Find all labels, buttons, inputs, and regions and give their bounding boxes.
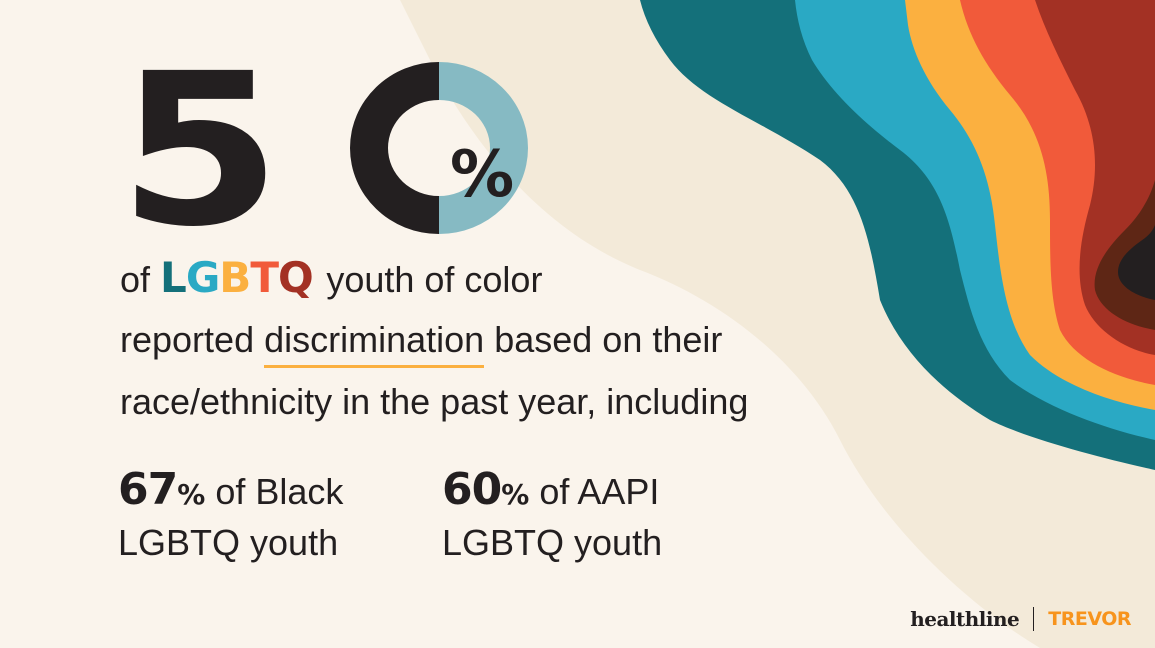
sub-stat-percent: % xyxy=(501,478,530,511)
sub-stat-text: of AAPI xyxy=(539,471,660,512)
trevor-logo: TREVOR xyxy=(1048,608,1131,630)
lgbtq-colored-word: LGBTQ xyxy=(160,253,326,302)
statement-prefix: of xyxy=(120,259,151,300)
lgbtq-letter: B xyxy=(219,253,251,302)
sub-stat-number: 60 xyxy=(442,464,502,515)
sub-stat-line2: LGBTQ youth xyxy=(442,522,663,563)
healthline-logo: healthline xyxy=(910,607,1020,631)
headline-digit: 5 xyxy=(118,28,282,273)
headline-percent-sign: % xyxy=(450,138,515,212)
sub-stat-percent: % xyxy=(177,478,206,511)
logo-divider xyxy=(1033,607,1035,631)
lgbtq-letter: Q xyxy=(277,253,314,302)
discrimination-emphasis: discrimination xyxy=(264,319,485,368)
sub-stat-aapi-youth: 60% of AAPI LGBTQ youth xyxy=(442,468,662,565)
statement-line2-prefix: reported xyxy=(120,319,255,360)
black-band xyxy=(1118,225,1155,300)
partner-logos: healthline TREVOR xyxy=(910,604,1131,634)
statement-line-1: of LGBTQ youth of color xyxy=(120,256,542,302)
statement-line-3: race/ethnicity in the past year, includi… xyxy=(120,381,749,422)
lgbtq-letter: T xyxy=(250,253,279,302)
sub-stat-text: of Black xyxy=(215,471,344,512)
donut-light-half xyxy=(439,62,528,234)
statement-suffix: youth of color xyxy=(326,259,543,300)
sub-stat-number: 67 xyxy=(118,464,178,515)
donut-zero-graphic xyxy=(350,62,528,234)
donut-dark-half xyxy=(350,62,439,234)
sub-stat-black-youth: 67% of Black LGBTQ youth xyxy=(118,468,343,565)
lgbtq-letter: L xyxy=(160,253,187,302)
sub-stat-line2: LGBTQ youth xyxy=(118,522,339,563)
headline-stat: 5 % xyxy=(118,46,558,256)
statement-line-2: reported discrimination based on their xyxy=(120,318,723,368)
lgbtq-letter: G xyxy=(185,253,220,302)
statement-line2-suffix: based on their xyxy=(494,319,723,360)
